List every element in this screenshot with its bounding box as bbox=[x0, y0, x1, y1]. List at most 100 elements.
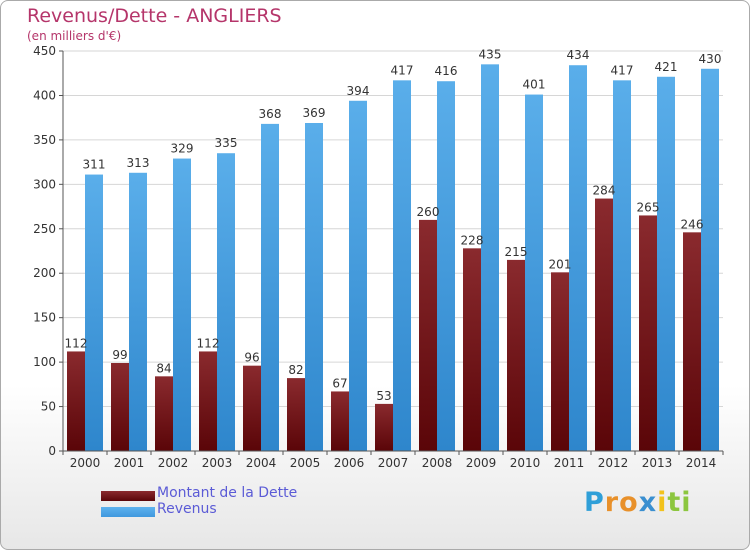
x-tick-label: 2005 bbox=[290, 456, 321, 470]
bar-revenus bbox=[305, 123, 323, 451]
data-label-dette: 201 bbox=[549, 257, 572, 271]
data-label-revenus: 416 bbox=[435, 64, 458, 78]
legend-label-dette: Montant de la Dette bbox=[157, 485, 298, 501]
x-tick-label: 2001 bbox=[114, 456, 145, 470]
proxiti-logo: Proxiti bbox=[584, 487, 692, 518]
x-tick-label: 2011 bbox=[554, 456, 585, 470]
bar-dette bbox=[199, 351, 217, 451]
data-label-revenus: 417 bbox=[391, 63, 414, 77]
data-label-revenus: 434 bbox=[567, 48, 590, 62]
bar-revenus bbox=[173, 158, 191, 452]
bar-dette bbox=[463, 248, 481, 451]
bar-revenus bbox=[701, 68, 719, 452]
bar-revenus bbox=[437, 81, 455, 451]
bar-revenus bbox=[569, 65, 587, 451]
bar-revenus bbox=[261, 123, 279, 451]
data-label-revenus: 368 bbox=[259, 107, 282, 121]
bar-revenus bbox=[481, 64, 499, 452]
bar-dette bbox=[595, 198, 613, 451]
y-tick-label: 150 bbox=[33, 311, 56, 325]
data-label-revenus: 435 bbox=[479, 47, 502, 61]
x-tick-label: 2003 bbox=[202, 456, 233, 470]
data-label-revenus: 311 bbox=[83, 158, 106, 172]
x-tick-label: 2009 bbox=[466, 456, 497, 470]
y-tick-label: 250 bbox=[33, 222, 56, 236]
y-tick-label: 0 bbox=[48, 444, 56, 458]
bar-dette bbox=[419, 219, 437, 451]
data-label-dette: 53 bbox=[376, 389, 391, 403]
x-tick-label: 2006 bbox=[334, 456, 365, 470]
bar-dette bbox=[287, 378, 305, 451]
bar-revenus bbox=[129, 172, 147, 451]
data-label-revenus: 329 bbox=[171, 142, 194, 156]
logo-letter: r bbox=[604, 487, 620, 518]
data-label-revenus: 369 bbox=[303, 106, 326, 120]
y-tick-label: 400 bbox=[33, 88, 56, 102]
data-label-revenus: 421 bbox=[655, 60, 678, 74]
bar-revenus bbox=[393, 80, 411, 451]
data-label-dette: 246 bbox=[681, 217, 704, 231]
legend-swatch-dette bbox=[101, 491, 155, 501]
x-tick-label: 2004 bbox=[246, 456, 277, 470]
logo-letter: o bbox=[619, 487, 639, 518]
bar-dette bbox=[331, 391, 349, 451]
bar-revenus bbox=[613, 80, 631, 451]
x-tick-label: 2000 bbox=[70, 456, 101, 470]
data-label-dette: 215 bbox=[505, 245, 528, 259]
bar-revenus bbox=[525, 94, 543, 452]
data-label-revenus: 394 bbox=[347, 84, 370, 98]
y-tick-label: 200 bbox=[33, 266, 56, 280]
data-label-dette: 96 bbox=[244, 351, 259, 365]
bar-dette bbox=[243, 365, 261, 451]
logo-letter: i bbox=[681, 487, 692, 518]
data-label-dette: 67 bbox=[332, 376, 347, 390]
data-label-dette: 228 bbox=[461, 233, 484, 247]
data-label-revenus: 335 bbox=[215, 136, 238, 150]
logo-letter: i bbox=[657, 487, 668, 518]
data-label-dette: 260 bbox=[417, 205, 440, 219]
data-label-dette: 112 bbox=[65, 336, 88, 350]
bar-dette bbox=[683, 232, 701, 451]
bar-revenus bbox=[349, 100, 367, 452]
data-label-revenus: 401 bbox=[523, 78, 546, 92]
legend-swatch-revenus bbox=[101, 507, 155, 517]
x-tick-label: 2013 bbox=[642, 456, 673, 470]
data-label-dette: 284 bbox=[593, 184, 616, 198]
chart-title: Revenus/Dette - ANGLIERS bbox=[27, 5, 282, 27]
bar-dette bbox=[67, 351, 85, 451]
bar-dette bbox=[111, 363, 129, 451]
legend-label-revenus: Revenus bbox=[157, 501, 217, 517]
data-label-dette: 112 bbox=[197, 336, 220, 350]
data-label-dette: 82 bbox=[288, 363, 303, 377]
data-label-dette: 84 bbox=[156, 361, 171, 375]
bar-dette bbox=[375, 403, 393, 451]
data-label-dette: 99 bbox=[112, 348, 127, 362]
bar-revenus bbox=[217, 153, 235, 451]
logo-letter: x bbox=[638, 487, 658, 518]
data-label-dette: 265 bbox=[637, 200, 660, 214]
x-tick-label: 2008 bbox=[422, 456, 453, 470]
bar-revenus bbox=[85, 174, 103, 452]
bar-dette bbox=[155, 376, 173, 451]
x-tick-label: 2007 bbox=[378, 456, 409, 470]
data-label-revenus: 417 bbox=[611, 63, 634, 77]
data-label-revenus: 313 bbox=[127, 156, 150, 170]
bar-dette bbox=[639, 215, 657, 451]
x-tick-label: 2002 bbox=[158, 456, 189, 470]
bar-revenus bbox=[657, 76, 675, 452]
logo-letter: t bbox=[667, 487, 682, 518]
bar-dette bbox=[507, 259, 525, 451]
y-tick-label: 50 bbox=[41, 400, 56, 414]
y-tick-label: 450 bbox=[33, 44, 56, 58]
x-tick-label: 2014 bbox=[686, 456, 717, 470]
x-tick-label: 2010 bbox=[510, 456, 541, 470]
y-tick-label: 100 bbox=[33, 355, 56, 369]
y-tick-label: 350 bbox=[33, 133, 56, 147]
data-label-revenus: 430 bbox=[699, 52, 722, 66]
logo-letter: P bbox=[584, 487, 605, 518]
x-tick-label: 2012 bbox=[598, 456, 629, 470]
chart-subtitle: (en milliers d'€) bbox=[27, 29, 122, 43]
bar-dette bbox=[551, 272, 569, 451]
